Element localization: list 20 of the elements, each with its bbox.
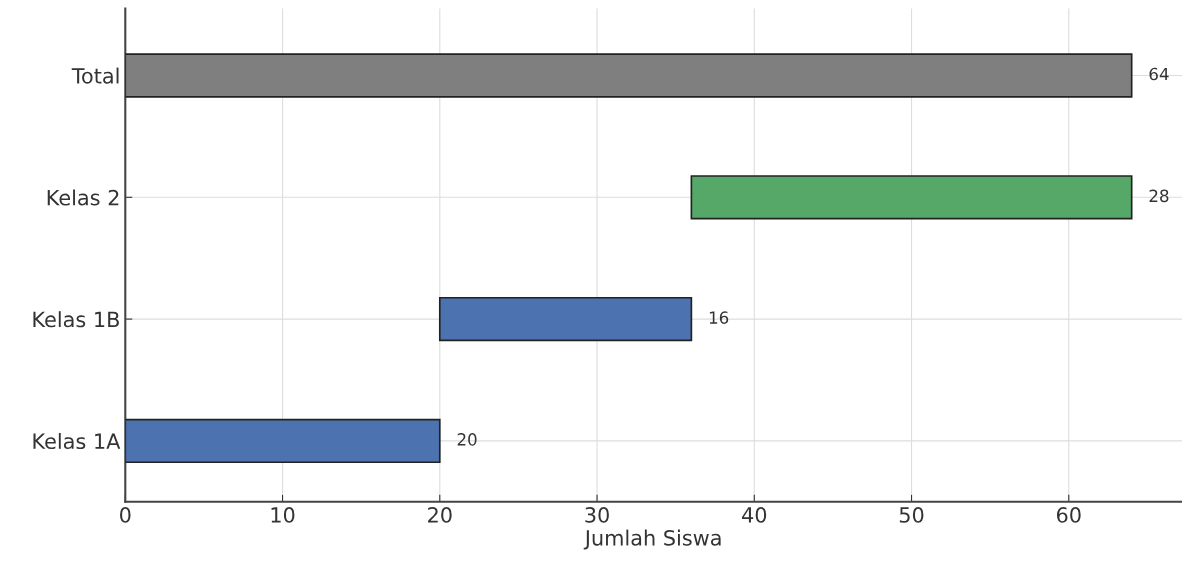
bar [125,53,1133,98]
y-tick-label: Kelas 2 [47,189,119,206]
x-tick-label: 20 [428,507,452,523]
x-tick-label: 60 [1056,507,1081,523]
bar [690,175,1133,220]
x-tick-label: 0 [120,507,131,523]
data-label: 28 [1149,189,1169,203]
y-tick-label: Kelas 1B [33,311,119,328]
x-tick-label: 10 [271,507,295,523]
bar [125,418,441,464]
data-label: 16 [709,311,729,324]
x-tick-label: 40 [742,507,767,523]
bar [438,296,693,342]
x-tick-label: 30 [585,507,609,523]
data-label: 64 [1149,67,1169,81]
x-axis-title: Jumlah Siswa [583,529,721,550]
x-tick-label: 50 [899,507,924,523]
y-tick-label: Total [71,67,119,84]
y-tick-label: Kelas 1A [33,432,121,450]
data-label: 20 [457,433,477,446]
